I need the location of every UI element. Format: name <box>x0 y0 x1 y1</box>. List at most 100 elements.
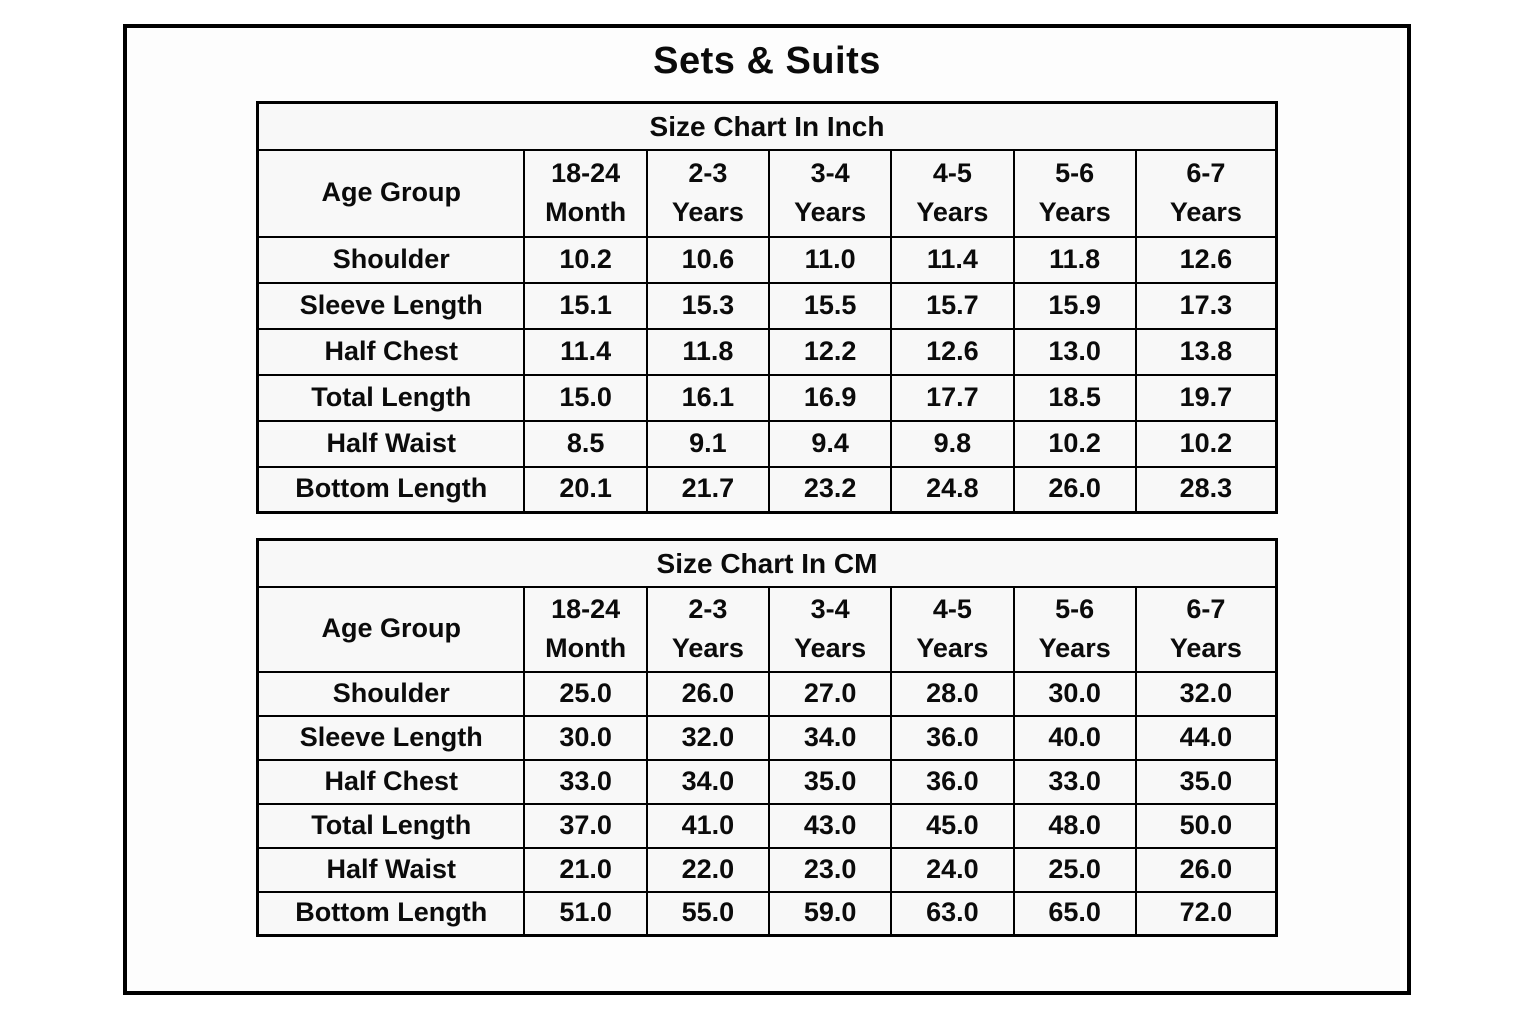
cell-value: 36.0 <box>890 758 1015 805</box>
cell-value: 26.0 <box>1012 465 1137 514</box>
table-row: Half Chest 33.0 34.0 35.0 36.0 33.0 35.0 <box>256 758 1278 805</box>
column-header: 5-6 Years <box>1012 585 1137 673</box>
cell-value: 15.9 <box>1012 281 1137 330</box>
cell-value: 9.4 <box>768 419 893 468</box>
table-row: Half Waist 8.5 9.1 9.4 9.8 10.2 10.2 <box>256 419 1278 468</box>
row-label: Total Length <box>256 373 526 422</box>
cell-value: 10.2 <box>1134 419 1278 468</box>
outer-frame: Sets & Suits Size Chart In Inch Age Grou… <box>123 24 1411 995</box>
column-header: 18-24 Month <box>523 148 648 238</box>
cell-value: 15.0 <box>523 373 648 422</box>
column-header-line2: Years <box>671 633 744 663</box>
cell-value: 45.0 <box>890 802 1015 849</box>
cell-value: 11.4 <box>890 235 1015 284</box>
column-header-line1: 6-7 <box>1186 157 1226 188</box>
row-label: Shoulder <box>256 670 526 717</box>
table-title: Size Chart In Inch <box>256 101 1278 151</box>
cell-value: 28.0 <box>890 670 1015 717</box>
cell-value: 15.1 <box>523 281 648 330</box>
column-header-line1: 2-3 <box>688 157 728 188</box>
cell-value: 17.7 <box>890 373 1015 422</box>
column-header-line1: 5-6 <box>1055 157 1095 188</box>
column-header: 2-3 Years <box>645 585 771 673</box>
cell-value: 16.9 <box>768 373 893 422</box>
column-header-line1: 2-3 <box>688 593 728 624</box>
table-row: Bottom Length 51.0 55.0 59.0 63.0 65.0 72.0 <box>256 890 1278 937</box>
column-header-line2: Month <box>545 197 627 227</box>
row-label: Half Chest <box>256 327 526 376</box>
size-table-cm: Size Chart In CM Age Group 18-24 Month 2-3 Y… <box>256 538 1278 937</box>
cell-value: 13.8 <box>1134 327 1278 376</box>
cell-value: 65.0 <box>1012 890 1137 937</box>
column-header-line2: Years <box>916 633 989 663</box>
column-header: 18-24 Month <box>523 585 648 673</box>
cell-value: 13.0 <box>1012 327 1137 376</box>
cell-value: 24.0 <box>890 846 1015 893</box>
cell-value: 9.1 <box>645 419 771 468</box>
cell-value: 18.5 <box>1012 373 1137 422</box>
cell-value: 12.6 <box>890 327 1015 376</box>
cell-value: 36.0 <box>890 714 1015 761</box>
table-header-row: Age Group 18-24 Month 2-3 Years 3-4 Years 4-5 Ye… <box>256 585 1278 673</box>
column-header-line1: 18-24 <box>551 593 621 624</box>
cell-value: 35.0 <box>1134 758 1278 805</box>
cell-value: 41.0 <box>645 802 771 849</box>
cell-value: 12.6 <box>1134 235 1278 284</box>
table-row: Bottom Length 20.1 21.7 23.2 24.8 26.0 28.3 <box>256 465 1278 514</box>
table-title-row: Size Chart In CM <box>256 538 1278 588</box>
column-header: 4-5 Years <box>890 585 1015 673</box>
cell-value: 35.0 <box>768 758 893 805</box>
column-header-line1: 4-5 <box>932 157 972 188</box>
cell-value: 33.0 <box>523 758 648 805</box>
column-header-line1: 18-24 <box>551 157 621 188</box>
column-header-line1: 4-5 <box>932 593 972 624</box>
cell-value: 25.0 <box>523 670 648 717</box>
cell-value: 21.7 <box>645 465 771 514</box>
cell-value: 26.0 <box>1134 846 1278 893</box>
size-chart-inch-section: Size Chart In Inch Age Group 18-24 Month 2-… <box>256 101 1278 514</box>
cell-value: 34.0 <box>645 758 771 805</box>
row-label: Shoulder <box>256 235 526 284</box>
cell-value: 19.7 <box>1134 373 1278 422</box>
table-row: Sleeve Length 15.1 15.3 15.5 15.7 15.9 17.3 <box>256 281 1278 330</box>
column-header-line2: Years <box>1169 197 1242 227</box>
row-label: Half Waist <box>256 846 526 893</box>
size-chart-cm-section: Size Chart In CM Age Group 18-24 Month 2-3 Y… <box>256 538 1278 937</box>
table-body: Shoulder 25.0 26.0 27.0 28.0 30.0 32.0 Sleeve L… <box>256 670 1278 937</box>
table-header-row: Age Group 18-24 Month 2-3 Years 3-4 Years 4-5 Ye… <box>256 148 1278 238</box>
page-title: Sets & Suits <box>653 40 881 82</box>
column-header: 3-4 Years <box>768 148 893 238</box>
row-label: Half Waist <box>256 419 526 468</box>
cell-value: 9.8 <box>890 419 1015 468</box>
column-header-line1: 6-7 <box>1186 593 1226 624</box>
column-header-line2: Years <box>1038 197 1111 227</box>
column-header: 6-7 Years <box>1134 148 1278 238</box>
column-header-line1: 3-4 <box>810 157 850 188</box>
column-header-line2: Years <box>1169 633 1242 663</box>
column-header-line2: Years <box>794 633 867 663</box>
cell-value: 55.0 <box>645 890 771 937</box>
table-row: Shoulder 25.0 26.0 27.0 28.0 30.0 32.0 <box>256 670 1278 717</box>
cell-value: 25.0 <box>1012 846 1137 893</box>
cell-value: 12.2 <box>768 327 893 376</box>
cell-value: 28.3 <box>1134 465 1278 514</box>
column-header-line2: Years <box>916 197 989 227</box>
cell-value: 48.0 <box>1012 802 1137 849</box>
column-header-line2: Month <box>545 633 627 663</box>
row-label: Bottom Length <box>256 465 526 514</box>
cell-value: 34.0 <box>768 714 893 761</box>
table-title: Size Chart In CM <box>256 538 1278 588</box>
cell-value: 27.0 <box>768 670 893 717</box>
cell-value: 22.0 <box>645 846 771 893</box>
row-label: Sleeve Length <box>256 714 526 761</box>
cell-value: 23.0 <box>768 846 893 893</box>
table-row: Half Waist 21.0 22.0 23.0 24.0 25.0 26.0 <box>256 846 1278 893</box>
cell-value: 32.0 <box>1134 670 1278 717</box>
cell-value: 10.6 <box>645 235 771 284</box>
row-label: Sleeve Length <box>256 281 526 330</box>
table-title-row: Size Chart In Inch <box>256 101 1278 151</box>
table-row: Total Length 37.0 41.0 43.0 45.0 48.0 50.0 <box>256 802 1278 849</box>
column-header: 4-5 Years <box>890 148 1015 238</box>
cell-value: 30.0 <box>1012 670 1137 717</box>
